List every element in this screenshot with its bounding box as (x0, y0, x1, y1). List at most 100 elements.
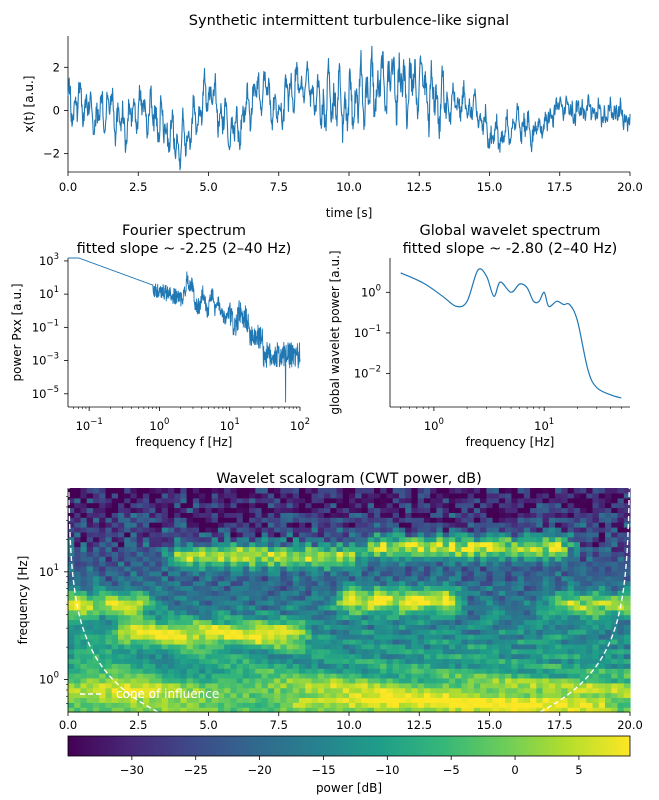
scalogram-cell (555, 512, 562, 518)
scalogram-cell (299, 590, 306, 596)
scalogram-cell (505, 692, 512, 698)
scalogram-cell (236, 692, 244, 698)
signal-ytick-label: 0 (53, 103, 60, 117)
scalogram-cell (224, 570, 231, 577)
scalogram-cell (136, 629, 144, 635)
scalogram-cell (124, 609, 131, 616)
scalogram-cell (505, 492, 512, 499)
scalogram-cell (261, 619, 269, 625)
scalogram-cell (399, 653, 406, 660)
scalogram-cell (380, 600, 387, 606)
scalogram-cell (623, 507, 631, 513)
scalogram-cell (461, 687, 469, 694)
scalogram-cell (374, 677, 381, 684)
scalogram-cell (486, 565, 494, 572)
scalogram-cell (605, 488, 612, 494)
scalogram-cell (536, 658, 544, 664)
scalogram-cell (93, 565, 100, 572)
scalogram-cell (142, 556, 150, 562)
scalogram-cell (105, 609, 113, 616)
scalogram-cell (324, 643, 331, 650)
scalogram-cell (411, 634, 419, 640)
scalogram-cell (161, 682, 169, 689)
scalogram-cell (598, 551, 606, 557)
scalogram-cell (486, 527, 494, 533)
scalogram-cell (86, 609, 94, 616)
scalogram-cell (542, 643, 550, 650)
scalogram-cell (342, 551, 350, 557)
scalogram-cell (68, 668, 75, 674)
scalogram-cell (174, 663, 181, 669)
scalogram-cell (155, 648, 163, 655)
scalogram-cell (292, 634, 300, 640)
scalogram-cell (80, 527, 88, 533)
scalogram-cell (530, 556, 537, 562)
scalogram-cell (136, 624, 144, 630)
scalogram-cell (161, 561, 169, 567)
scalogram-cell (405, 682, 412, 689)
scalogram-cell (136, 541, 144, 548)
scalogram-cell (511, 600, 519, 606)
scalogram-cell (623, 531, 631, 538)
scalogram-cell (330, 658, 338, 664)
scalogram-cell (292, 546, 300, 552)
scalogram-cell (517, 624, 525, 630)
scalogram-cell (573, 687, 581, 694)
scalogram-cell (505, 614, 512, 621)
scalogram-cell (155, 502, 163, 509)
scalogram-cell (342, 619, 350, 625)
scalogram-cell (598, 507, 606, 513)
scalogram-cell (267, 702, 275, 708)
scalogram-cell (505, 575, 512, 582)
scalogram-cell (511, 575, 519, 582)
scalogram-cell (611, 677, 619, 684)
scalogram-cell (374, 707, 381, 713)
scalogram-cell (542, 492, 550, 499)
scalogram-cell (111, 614, 119, 621)
scalogram-cell (180, 658, 188, 664)
scalogram-cell (274, 580, 281, 586)
scalogram-cell (124, 648, 131, 655)
scalogram-cell (330, 639, 338, 645)
scalogram-cell (74, 527, 81, 533)
scalogram-cell (111, 600, 119, 606)
scalogram-cell (623, 522, 631, 528)
scalogram-cell (142, 497, 150, 504)
scalogram-cell (93, 634, 100, 640)
scalogram-cell (118, 668, 125, 674)
scalogram-cell (392, 512, 400, 518)
scalogram-cell (161, 619, 169, 625)
scalogram-cell (580, 546, 587, 552)
scalogram-cell (555, 668, 562, 674)
scalogram-cell (230, 502, 238, 509)
scalogram-cell (267, 639, 275, 645)
scalogram-cell (598, 590, 606, 596)
scalogram-cell (423, 707, 431, 713)
scalogram-cell (561, 697, 569, 703)
scalogram-cell (605, 624, 612, 630)
scalogram-cell (311, 663, 319, 669)
scalogram-cell (592, 565, 600, 572)
scalogram-cell (411, 619, 419, 625)
scalogram-cell (361, 551, 369, 557)
scalogram-cell (242, 590, 250, 596)
scalogram-cell (561, 677, 569, 684)
scalogram-cell (180, 561, 188, 567)
scalogram-cell (380, 497, 387, 504)
scalogram-cell (486, 673, 494, 679)
scalogram-cell (86, 580, 94, 586)
scalogram-cell (93, 639, 100, 645)
scalogram-cell (436, 488, 444, 494)
scalogram-cell (498, 497, 506, 504)
scalogram-cell (342, 624, 350, 630)
scalogram-cell (461, 541, 469, 548)
scalogram-cell (542, 692, 550, 698)
scalogram-cell (498, 580, 506, 586)
scalogram-cell (617, 488, 625, 494)
scalogram-cell (317, 692, 325, 698)
scalogram-cell (480, 692, 487, 698)
scalogram-cell (317, 619, 325, 625)
scalogram-cell (623, 488, 631, 494)
scalogram-cell (330, 697, 338, 703)
scalogram-cell (530, 663, 537, 669)
